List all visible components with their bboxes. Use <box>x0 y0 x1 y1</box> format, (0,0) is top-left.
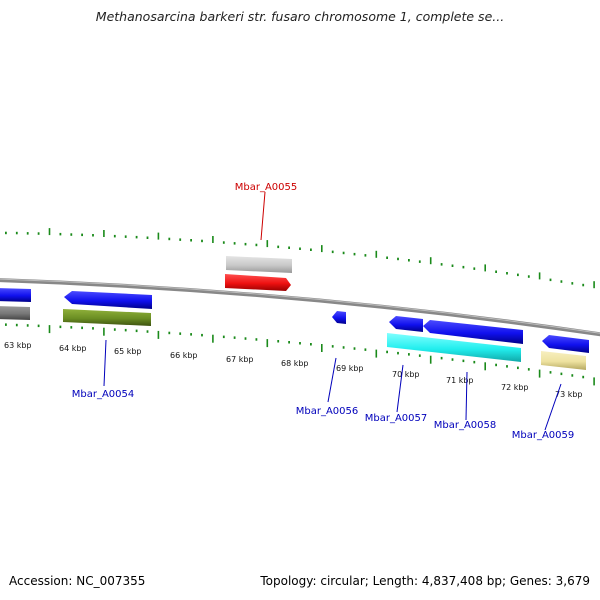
inner-tick-ring <box>5 323 595 386</box>
outer-tick-ring <box>5 228 595 289</box>
tick-label: 72 kbp <box>501 383 529 392</box>
gene-label-mbar-a0056[interactable]: Mbar_A0056 <box>296 406 359 417</box>
tick-label: 63 kbp <box>4 341 32 350</box>
topology-text: Topology: circular; Length: 4,837,408 bp… <box>260 574 590 588</box>
gene-label-mbar-a0054[interactable]: Mbar_A0054 <box>72 389 135 400</box>
gene-feature-mbar-a0055[interactable] <box>225 274 291 291</box>
tick-label: 71 kbp <box>446 376 474 385</box>
gene-feature[interactable] <box>0 288 31 302</box>
gene-feature-mbar-a0054[interactable] <box>64 291 152 309</box>
gene-feature[interactable] <box>63 309 151 326</box>
tick-label: 65 kbp <box>114 347 142 356</box>
gene-feature-mbar-a0057[interactable] <box>389 316 423 332</box>
tick-labels: 63 kbp 64 kbp 65 kbp 66 kbp 67 kbp 68 kb… <box>4 341 583 399</box>
gene-label-mbar-a0059[interactable]: Mbar_A0059 <box>512 430 575 441</box>
gene-label-mbar-a0055[interactable]: Mbar_A0055 <box>235 182 298 193</box>
gene-feature[interactable] <box>541 351 586 370</box>
tick-label: 70 kbp <box>392 370 420 379</box>
chromosome-backbone <box>0 278 600 337</box>
tick-label: 64 kbp <box>59 344 87 353</box>
gene-feature[interactable] <box>387 333 521 362</box>
tick-label: 69 kbp <box>336 364 364 373</box>
gene-label-mbar-a0057[interactable]: Mbar_A0057 <box>365 413 428 424</box>
gene-feature-mbar-a0059[interactable] <box>542 335 589 353</box>
tick-label: 68 kbp <box>281 359 309 368</box>
gene-feature-mbar-a0058[interactable] <box>423 320 523 344</box>
tick-label: 73 kbp <box>555 390 583 399</box>
gene-label-mbar-a0058[interactable]: Mbar_A0058 <box>434 420 497 431</box>
gene-label-group: Mbar_A0055 Mbar_A0054 Mbar_A0056 Mbar_A0… <box>72 182 575 441</box>
gene-feature[interactable] <box>0 306 30 320</box>
accession-text: Accession: NC_007355 <box>9 574 146 588</box>
gene-feature[interactable] <box>226 256 292 273</box>
tick-label: 67 kbp <box>226 355 254 364</box>
map-title: Methanosarcina barkeri str. fusaro chrom… <box>95 9 505 24</box>
gene-feature-mbar-a0056[interactable] <box>332 311 346 324</box>
tick-label: 66 kbp <box>170 351 198 360</box>
